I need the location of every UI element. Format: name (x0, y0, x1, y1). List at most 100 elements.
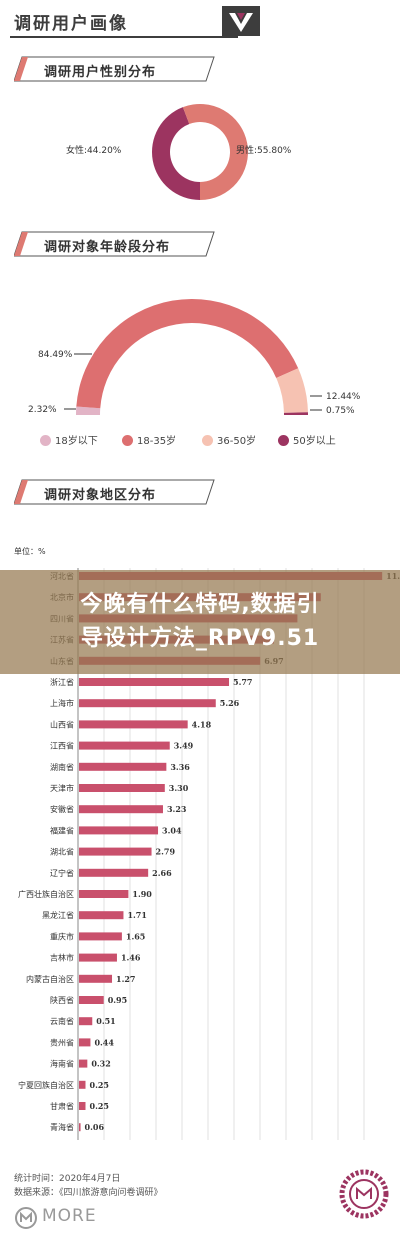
legend-item: 18-35岁 (122, 432, 176, 448)
bar-14 (79, 868, 149, 877)
banner-line-2: 导设计方法_RPV9.51 (80, 626, 320, 651)
category-label: 黑龙江省 (42, 910, 74, 920)
age-label-2: 2.32% (28, 405, 57, 415)
gender-slice-0 (151, 107, 200, 200)
bar-13 (79, 847, 152, 856)
bar-value-label: 1.90 (132, 889, 152, 899)
category-label: 云南省 (50, 1016, 74, 1026)
bar-value-label: 3.49 (174, 741, 194, 751)
footer-info: 统计时间：2020年4月7日 数据来源：《四川旅游意向问卷调研》 (14, 1172, 163, 1200)
bar-value-label: 0.51 (96, 1016, 115, 1026)
section-region-title: 调研对象地区分布 (44, 488, 157, 503)
bar-21 (79, 1017, 93, 1026)
category-label: 湖北省 (50, 847, 74, 857)
bar-value-label: 5.26 (220, 698, 240, 708)
bar-11 (79, 805, 163, 814)
category-label: 浙江省 (50, 677, 74, 687)
bar-19 (79, 974, 113, 983)
age-legend: 18岁以下 18-35岁 36-50岁 50岁以上 (40, 432, 370, 448)
legend-dot (122, 435, 133, 446)
bar-26 (79, 1123, 81, 1132)
gender-slice-1 (182, 104, 248, 200)
bar-18 (79, 953, 117, 962)
age-label-12: 12.44% (326, 392, 361, 402)
bar-15 (79, 890, 129, 898)
v-logo-icon (222, 6, 260, 36)
section-age-title: 调研对象年龄段分布 (44, 240, 171, 255)
bar-value-label: 0.95 (108, 995, 127, 1005)
category-label: 甘肃省 (50, 1101, 74, 1111)
bar-value-label: 3.30 (169, 783, 189, 793)
more-logo-icon (15, 1207, 37, 1229)
category-label: 辽宁省 (50, 868, 74, 878)
category-label: 福建省 (50, 825, 74, 835)
legend-label: 36-50岁 (217, 436, 257, 447)
legend-item: 50岁以上 (278, 432, 336, 448)
bar-6 (79, 699, 216, 708)
category-label: 海南省 (50, 1059, 74, 1069)
category-label: 宁夏回族自治区 (18, 1080, 74, 1090)
bar-value-label: 0.32 (91, 1059, 110, 1069)
age-label-0: 0.75% (326, 406, 355, 416)
legend-item: 18岁以下 (40, 432, 98, 448)
age-slice-0 (76, 406, 101, 415)
banner-line-1: 今晚有什么特码,数据引 (80, 592, 320, 617)
bar-value-label: 1.46 (121, 953, 141, 963)
ribbon-icon (14, 479, 215, 505)
bar-value-label: 2.66 (152, 868, 172, 878)
bar-value-label: 3.23 (167, 804, 187, 814)
legend-label: 18岁以下 (55, 436, 98, 447)
bar-7 (79, 720, 188, 729)
bar-value-label: 0.25 (90, 1080, 109, 1090)
overlay-banner: 今晚有什么特码,数据引 导设计方法_RPV9.51 (0, 570, 400, 674)
stat-time: 统计时间：2020年4月7日 (14, 1174, 121, 1184)
section-region-header: 调研对象地区分布 (14, 478, 215, 508)
bar-value-label: 5.77 (233, 677, 252, 687)
category-label: 吉林市 (50, 953, 74, 963)
section-age-header: 调研对象年龄段分布 (14, 230, 215, 260)
bar-12 (79, 826, 159, 835)
bar-20 (79, 996, 104, 1004)
section-gender-title: 调研用户性别分布 (44, 65, 157, 80)
bar-value-label: 1.65 (126, 931, 145, 941)
bar-16 (79, 911, 124, 920)
section-gender-header: 调研用户性别分布 (14, 55, 215, 85)
category-label: 内蒙古自治区 (26, 974, 74, 984)
legend-dot (202, 435, 213, 446)
gender-donut-chart: 女性:44.20% 男性:55.80% (66, 104, 292, 200)
region-unit-label: 单位：% (14, 546, 46, 556)
bar-17 (79, 932, 122, 941)
bar-value-label: 3.36 (170, 762, 190, 772)
bar-value-label: 1.27 (116, 974, 135, 984)
ribbon-icon (14, 231, 215, 257)
category-label: 上海市 (50, 698, 74, 708)
legend-label: 18-35岁 (137, 436, 177, 447)
category-label: 江西省 (50, 741, 74, 751)
category-label: 重庆市 (50, 931, 74, 941)
bar-23 (79, 1059, 88, 1068)
bar-value-label: 4.18 (192, 719, 212, 729)
gender-male-label: 男性:55.80% (236, 144, 292, 156)
category-label: 陕西省 (50, 995, 74, 1005)
page-header: 调研用户画像 (0, 0, 400, 40)
category-label: 青海省 (50, 1122, 74, 1132)
bar-value-label: 2.79 (156, 847, 176, 857)
bar-5 (79, 678, 230, 686)
bar-value-label: 3.04 (162, 825, 182, 835)
legend-label: 50岁以上 (293, 436, 336, 447)
age-label-84: 84.49% (38, 350, 73, 360)
bar-8 (79, 741, 170, 750)
bar-value-label: 0.44 (94, 1037, 114, 1047)
age-slice-1 (76, 299, 299, 409)
age-slice-3 (283, 412, 308, 415)
bar-10 (79, 784, 165, 792)
bar-24 (79, 1080, 86, 1089)
age-slice-2 (276, 368, 308, 413)
qr-badge-icon (339, 1169, 389, 1219)
header-underline (10, 36, 238, 38)
gender-female-label: 女性:44.20% (66, 144, 122, 156)
age-semidonut-chart: 84.49% 2.32% 12.44% 0.75% (28, 299, 361, 416)
bar-9 (79, 762, 167, 771)
legend-dot (40, 435, 51, 446)
category-label: 安徽省 (50, 804, 74, 814)
